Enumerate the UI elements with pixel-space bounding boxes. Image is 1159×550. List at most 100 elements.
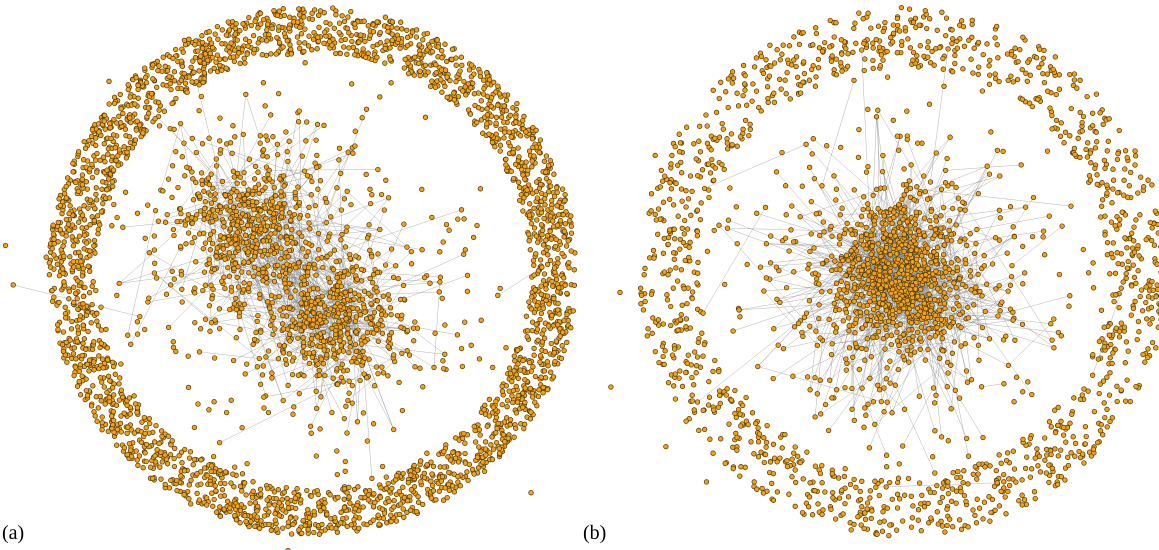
node [65, 176, 70, 181]
node [233, 135, 238, 140]
node [333, 515, 338, 520]
node [126, 83, 131, 88]
node [112, 101, 117, 106]
node [563, 283, 568, 288]
node [143, 451, 148, 456]
node [453, 456, 458, 461]
node [255, 504, 260, 509]
node [271, 332, 276, 337]
node [309, 192, 314, 197]
node [338, 521, 343, 526]
node [110, 386, 115, 391]
node [75, 325, 80, 330]
node [325, 254, 330, 259]
node [70, 319, 75, 324]
node [288, 339, 293, 344]
node [215, 53, 220, 58]
node [214, 510, 219, 515]
node [169, 87, 174, 92]
node [287, 139, 292, 144]
node [1011, 449, 1016, 454]
node [294, 196, 299, 201]
node [972, 46, 977, 51]
node [82, 233, 87, 238]
node [353, 129, 358, 134]
node [433, 331, 438, 336]
node [97, 223, 102, 228]
node [843, 466, 848, 471]
node [232, 266, 237, 271]
node [468, 86, 473, 91]
node [1119, 388, 1124, 393]
node [556, 256, 561, 261]
node [61, 349, 66, 354]
node [282, 13, 287, 18]
node [251, 342, 256, 347]
node [795, 454, 800, 459]
node [541, 306, 546, 311]
node [342, 487, 347, 492]
node [347, 46, 352, 51]
node [532, 154, 537, 159]
node [450, 47, 455, 52]
node [994, 468, 999, 473]
node [213, 197, 218, 202]
node [407, 353, 412, 358]
node [219, 279, 224, 284]
node [435, 38, 440, 43]
node [842, 474, 847, 479]
node [316, 298, 321, 303]
node [267, 306, 272, 311]
node [425, 451, 430, 456]
node [255, 515, 260, 520]
node [163, 220, 168, 225]
node [443, 68, 448, 73]
node [359, 267, 364, 272]
node [84, 241, 89, 246]
node [312, 509, 317, 514]
node [493, 144, 498, 149]
node [234, 307, 239, 312]
node [450, 484, 455, 489]
node [694, 363, 699, 368]
node [447, 228, 452, 233]
node [265, 498, 270, 503]
node [340, 232, 345, 237]
node [158, 465, 163, 470]
node [392, 498, 397, 503]
node [371, 518, 376, 523]
node [1111, 241, 1116, 246]
node [337, 319, 342, 324]
node [267, 32, 272, 37]
node [152, 440, 157, 445]
node [76, 307, 81, 312]
node [380, 365, 385, 370]
node [256, 26, 261, 31]
node [1035, 447, 1040, 452]
node [314, 138, 319, 143]
node [1081, 114, 1086, 119]
node [281, 45, 286, 50]
node [542, 159, 547, 164]
node [530, 159, 535, 164]
node [322, 41, 327, 46]
node [692, 350, 697, 355]
node [284, 130, 289, 135]
node [374, 365, 379, 370]
node [334, 12, 339, 17]
node [156, 219, 161, 224]
node [215, 24, 220, 29]
node [343, 459, 348, 464]
node [500, 384, 505, 389]
node [267, 522, 272, 527]
node [309, 337, 314, 342]
node [352, 517, 357, 522]
node [288, 47, 293, 52]
node [103, 159, 108, 164]
node [220, 28, 225, 33]
node [538, 138, 543, 143]
node [361, 47, 366, 52]
node [277, 226, 282, 231]
node [209, 283, 214, 288]
node [540, 232, 545, 237]
